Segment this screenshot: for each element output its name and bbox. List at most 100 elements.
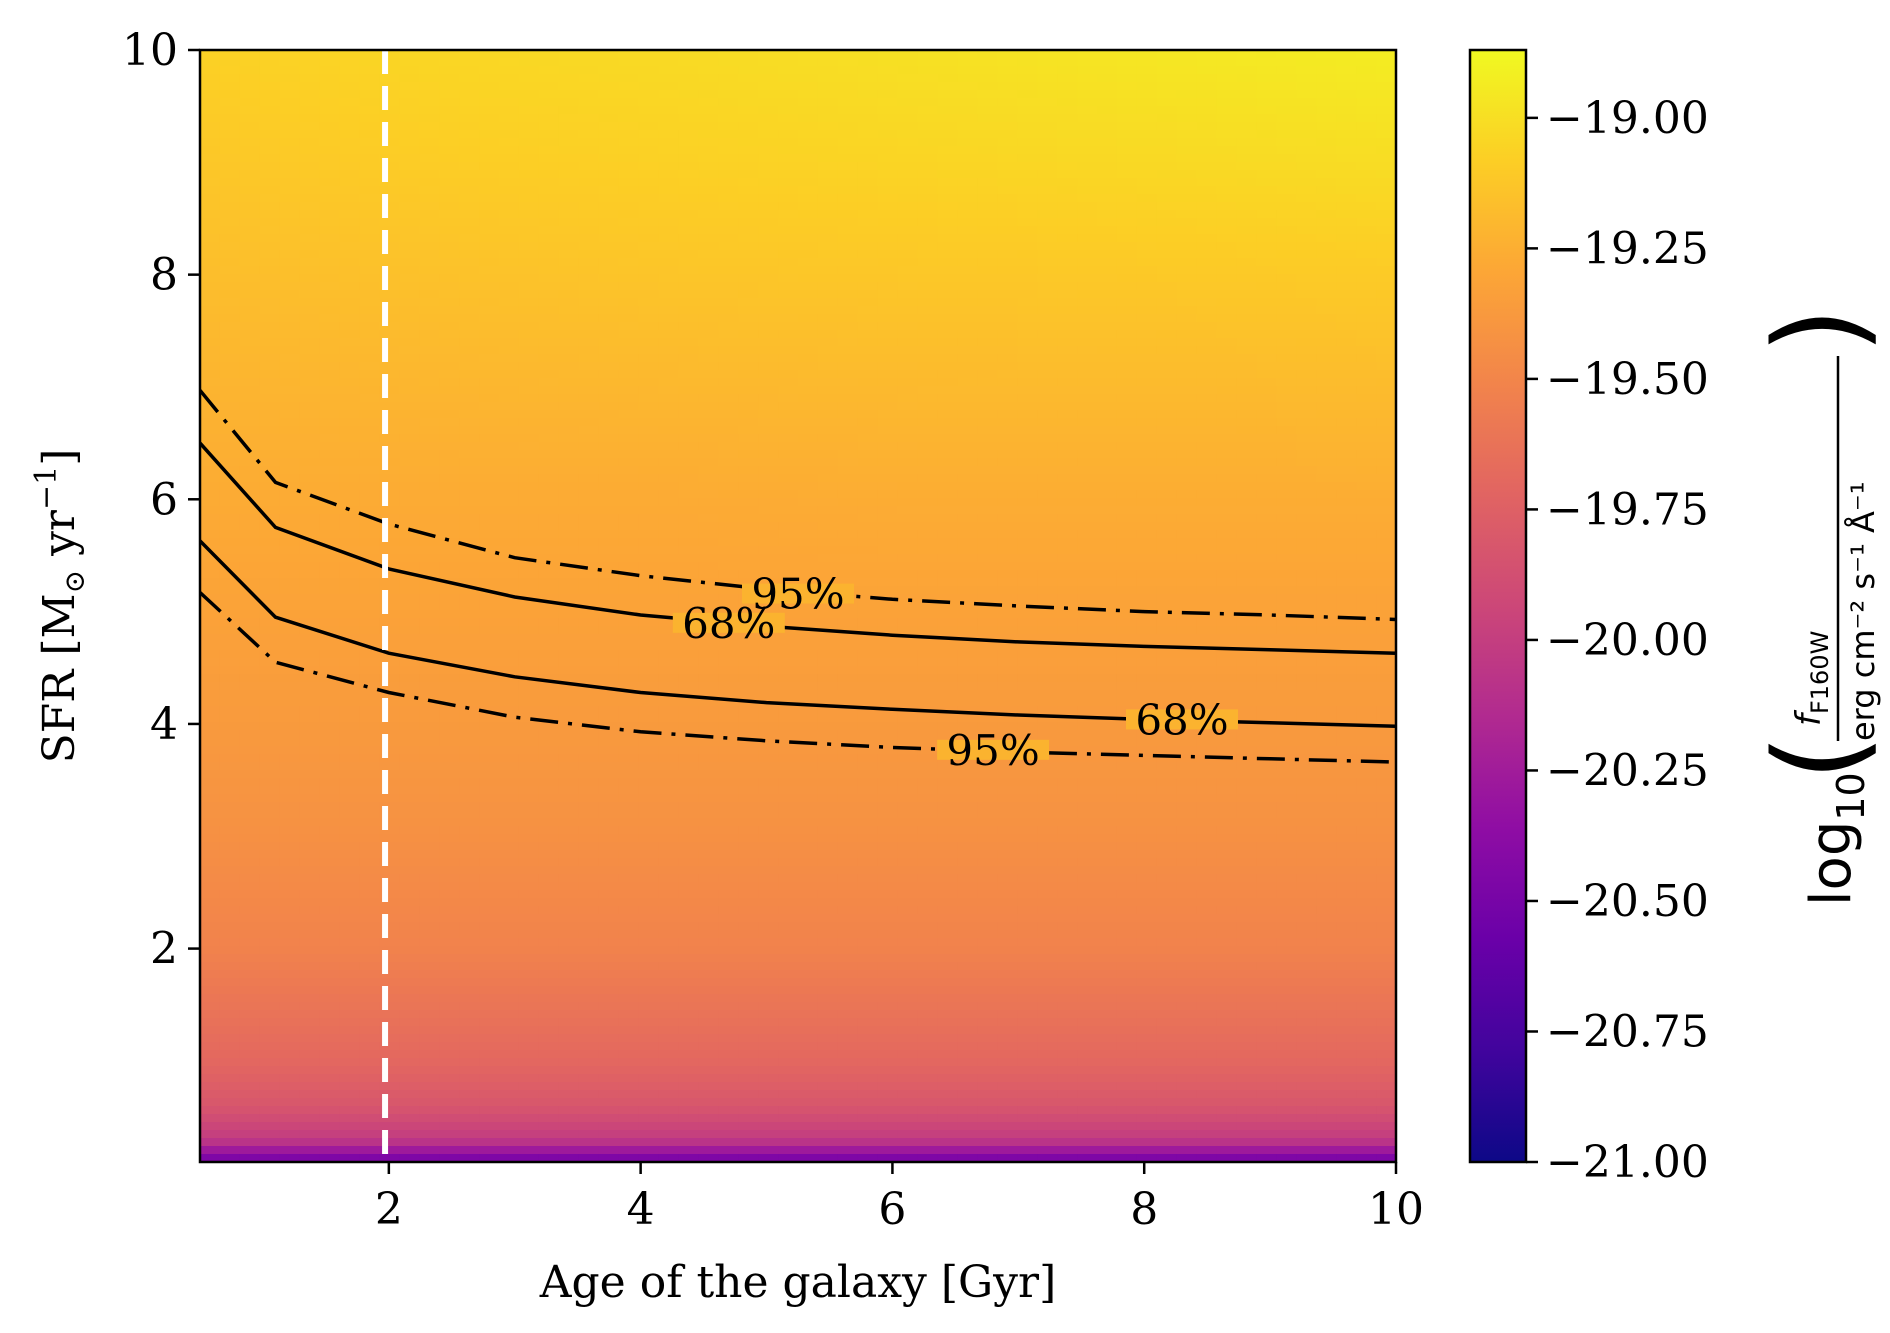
heatmap-cell: [598, 82, 620, 91]
heatmap-cell: [917, 594, 939, 603]
heatmap-cell: [1216, 498, 1238, 507]
heatmap-cell: [1136, 530, 1158, 539]
heatmap-cell: [1097, 514, 1118, 523]
heatmap-cell: [638, 522, 660, 531]
heatmap-cell: [558, 682, 580, 691]
heatmap-cell: [718, 274, 739, 283]
heatmap-cell: [718, 146, 739, 155]
heatmap-cell: [1236, 170, 1258, 179]
heatmap-cell: [1037, 634, 1058, 643]
heatmap-cell: [1136, 82, 1158, 91]
heatmap-cell: [419, 178, 440, 187]
heatmap-cell: [977, 210, 998, 219]
heatmap-cell: [1116, 634, 1138, 643]
heatmap-cell: [1236, 394, 1258, 403]
heatmap-cell: [200, 50, 221, 59]
heatmap-cell: [658, 378, 679, 387]
heatmap-cell: [538, 122, 560, 131]
heatmap-cell: [997, 242, 1018, 251]
heatmap-cell: [857, 322, 879, 331]
heatmap-cell: [618, 354, 640, 363]
heatmap-cell: [698, 338, 719, 347]
heatmap-cell: [877, 90, 899, 99]
heatmap-cell: [439, 426, 460, 435]
heatmap-cell: [558, 250, 580, 259]
heatmap-cell: [897, 250, 919, 259]
heatmap-cell: [798, 282, 819, 291]
heatmap-cell: [1376, 298, 1396, 307]
heatmap-cell: [877, 282, 899, 291]
heatmap-cell: [518, 610, 540, 619]
heatmap-cell: [798, 434, 819, 443]
heatmap-cell: [897, 394, 919, 403]
heatmap-cell: [399, 394, 420, 403]
heatmap-cell: [459, 130, 480, 139]
heatmap-cell: [1097, 290, 1118, 299]
heatmap-cell: [718, 258, 739, 267]
heatmap-cell: [1356, 282, 1377, 291]
heatmap-cell: [698, 578, 719, 587]
heatmap-cell: [758, 682, 779, 691]
heatmap-cell: [459, 186, 480, 195]
heatmap-cell: [419, 642, 440, 651]
heatmap-cell: [1097, 282, 1118, 291]
heatmap-cell: [259, 290, 281, 299]
heatmap-cell: [319, 682, 341, 691]
heatmap-cell: [857, 250, 879, 259]
heatmap-cell: [219, 674, 241, 683]
heatmap-cell: [957, 338, 978, 347]
heatmap-cell: [877, 314, 899, 323]
heatmap-cell: [1316, 498, 1337, 507]
heatmap-cell: [259, 714, 281, 723]
heatmap-cell: [1216, 58, 1238, 67]
heatmap-cell: [578, 250, 600, 259]
heatmap-cell: [419, 170, 440, 179]
heatmap-cell: [319, 634, 341, 643]
heatmap-cell: [439, 162, 460, 171]
heatmap-cell: [419, 402, 440, 411]
heatmap-cell: [1097, 674, 1118, 683]
heatmap-cell: [618, 250, 640, 259]
heatmap-cell: [1097, 466, 1118, 475]
heatmap-cell: [937, 690, 959, 699]
heatmap-cell: [997, 490, 1018, 499]
heatmap-cell: [1316, 594, 1337, 603]
heatmap-cell: [558, 58, 580, 67]
heatmap-cell: [200, 562, 221, 571]
heatmap-cell: [1196, 242, 1218, 251]
heatmap-cell: [1276, 458, 1297, 467]
heatmap-cell: [658, 586, 679, 595]
heatmap-cell: [917, 298, 939, 307]
heatmap-cell: [817, 146, 839, 155]
heatmap-cell: [1156, 666, 1178, 675]
heatmap-cell: [877, 234, 899, 243]
heatmap-cell: [937, 178, 959, 187]
heatmap-cell: [1276, 506, 1297, 515]
heatmap-cell: [1097, 146, 1118, 155]
heatmap-cell: [778, 274, 799, 283]
heatmap-cell: [1176, 274, 1198, 283]
heatmap-cell: [1216, 370, 1238, 379]
heatmap-cell: [718, 194, 739, 203]
heatmap-cell: [897, 538, 919, 547]
heatmap-cell: [1136, 674, 1158, 683]
heatmap-cell: [419, 450, 440, 459]
heatmap-cell: [598, 410, 620, 419]
heatmap-cell: [279, 146, 301, 155]
heatmap-cell: [339, 290, 361, 299]
heatmap-cell: [1017, 514, 1038, 523]
heatmap-cell: [957, 578, 978, 587]
heatmap-cell: [758, 138, 779, 147]
heatmap-cell: [499, 90, 520, 99]
heatmap-cell: [419, 490, 440, 499]
heatmap-cell: [678, 130, 699, 139]
heatmap-cell: [379, 282, 400, 291]
heatmap-cell: [1376, 58, 1396, 67]
heatmap-cell: [578, 522, 600, 531]
heatmap-cell: [977, 650, 998, 659]
heatmap-cell: [1136, 562, 1158, 571]
heatmap-cell: [279, 162, 301, 171]
heatmap-cell: [897, 466, 919, 475]
heatmap-cell: [399, 466, 420, 475]
heatmap-cell: [1316, 202, 1337, 211]
